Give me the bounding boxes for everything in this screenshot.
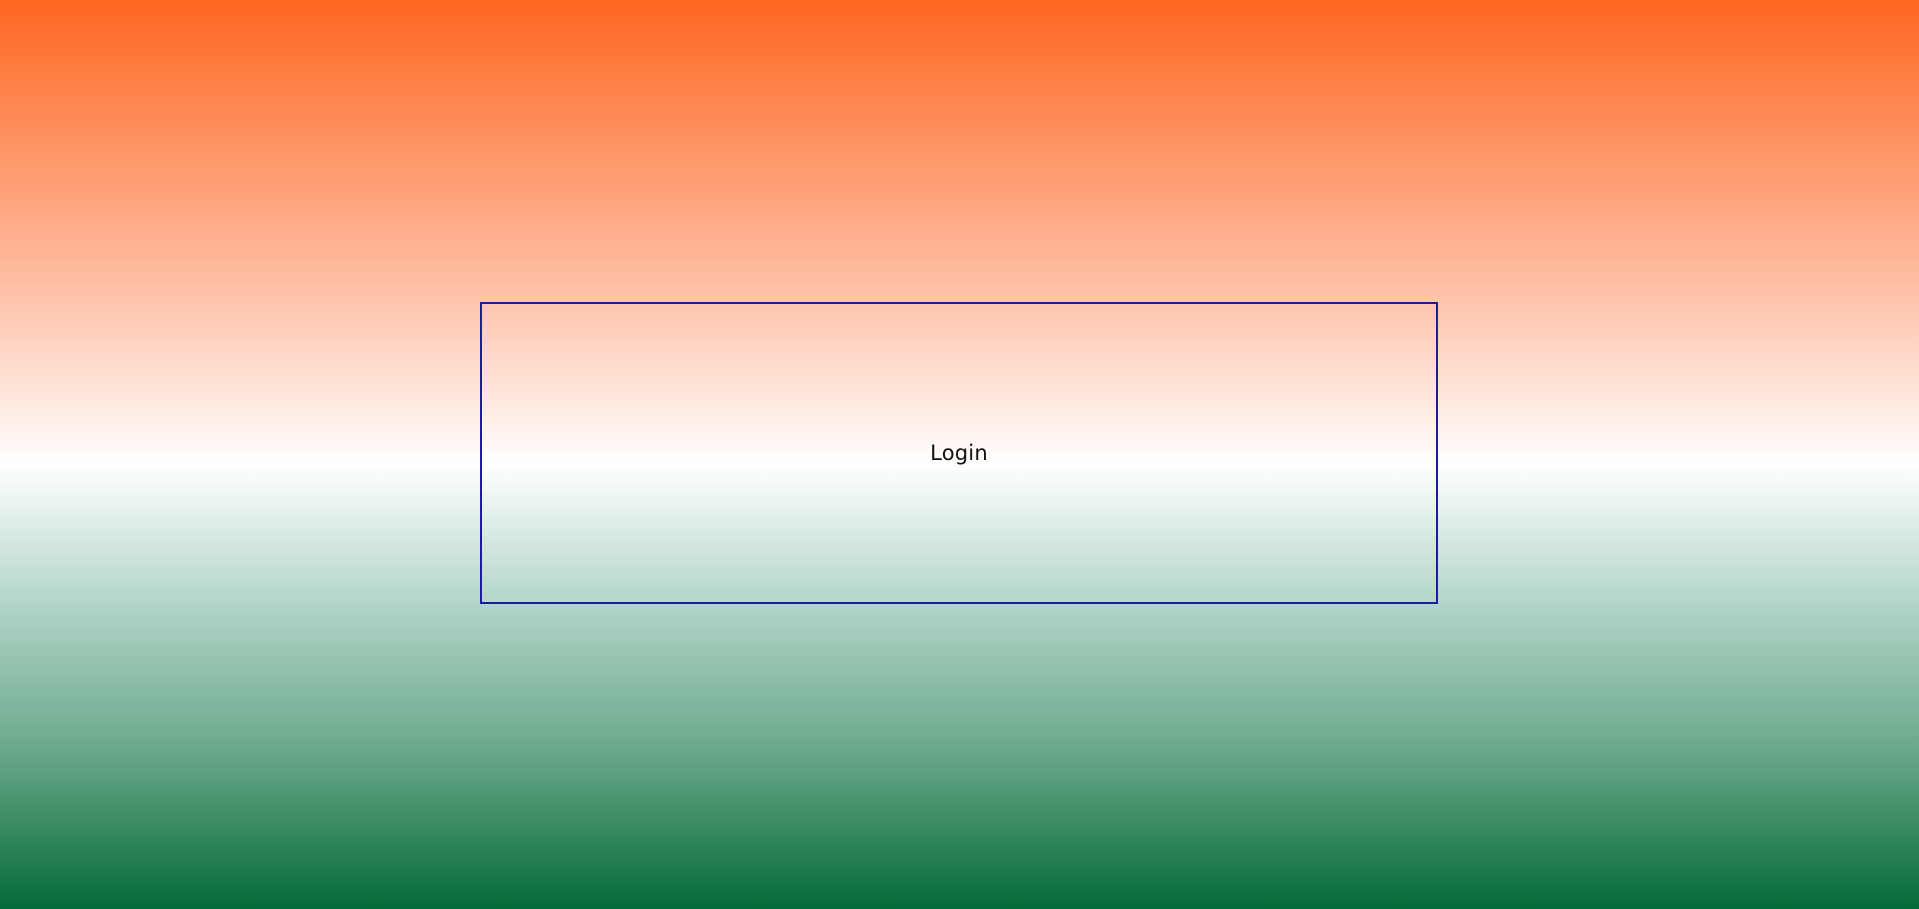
login-label: Login	[930, 441, 988, 465]
login-button[interactable]: Login	[480, 302, 1438, 604]
